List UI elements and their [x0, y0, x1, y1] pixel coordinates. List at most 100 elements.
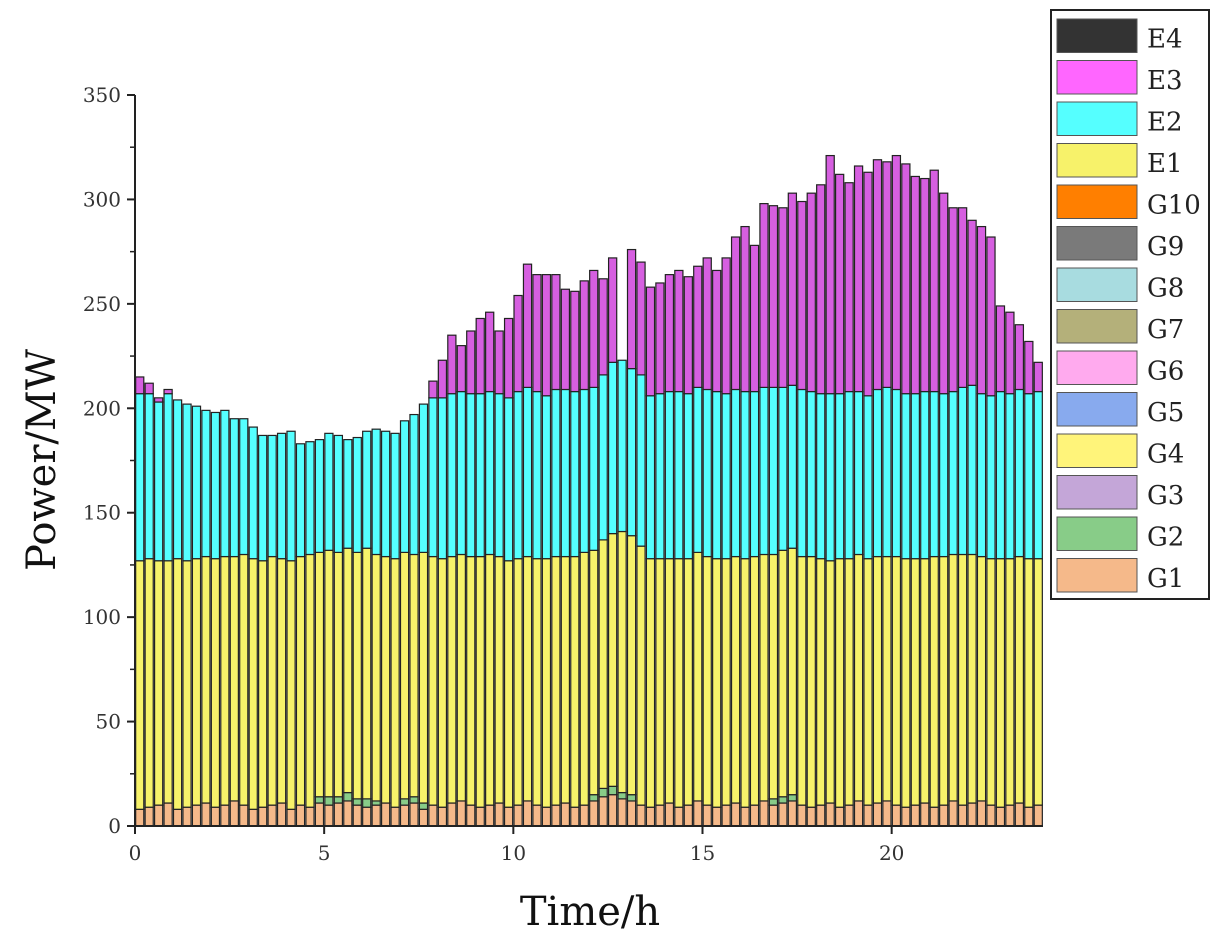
bar-e3	[522, 263, 533, 389]
bar-e2	[683, 393, 693, 560]
bar-e2	[872, 388, 883, 558]
bar-g1	[163, 802, 173, 827]
bar-e2	[437, 397, 448, 560]
bar-e3	[891, 154, 902, 391]
legend-swatch-e3	[1056, 60, 1138, 95]
bar-e2	[201, 409, 211, 558]
bar-g4	[333, 551, 344, 798]
legend-label-e1: E1	[1147, 149, 1183, 179]
bar-g4	[939, 555, 949, 806]
bar-e2	[418, 403, 429, 553]
bar-e2	[428, 397, 438, 558]
legend-label-g5: G5	[1147, 398, 1184, 428]
bar-g4	[314, 551, 325, 798]
bar-g1	[258, 806, 268, 827]
bar-e2	[607, 361, 618, 535]
bar-g4	[957, 553, 968, 806]
bar-e2	[626, 368, 637, 537]
legend-label-e3: E3	[1147, 66, 1183, 96]
bar-g4	[740, 558, 750, 808]
bar-e2	[863, 395, 873, 560]
bar-g1	[636, 804, 646, 827]
bar-g4	[759, 553, 769, 802]
bar-e2	[986, 395, 996, 560]
bar-g1	[362, 806, 372, 827]
bar-e3	[693, 265, 703, 389]
bar-g1	[806, 806, 816, 827]
bar-e2	[560, 388, 571, 558]
bar-g4	[437, 558, 448, 808]
legend-swatch-g10	[1056, 184, 1138, 219]
bar-g4	[229, 555, 239, 802]
bar-g1	[891, 804, 902, 827]
bar-e3	[636, 261, 646, 376]
bar-e3	[135, 376, 145, 395]
legend-label-g3: G3	[1147, 481, 1184, 511]
bar-e2	[787, 384, 798, 549]
bar-g1	[607, 794, 618, 827]
bar-g4	[456, 553, 466, 802]
bar-g4	[712, 558, 722, 808]
bar-g4	[626, 535, 637, 796]
legend-swatch-g5	[1056, 392, 1138, 427]
bar-g1	[740, 806, 750, 827]
bar-e2	[759, 386, 769, 556]
bar-g2	[787, 794, 798, 802]
bar-e3	[428, 380, 438, 399]
bar-e3	[437, 359, 448, 399]
bar-e3	[570, 290, 580, 393]
bar-g4	[853, 553, 864, 802]
bar-e2	[324, 432, 334, 551]
bar-g4	[220, 555, 230, 806]
bar-e2	[645, 395, 656, 560]
bar-g4	[674, 558, 684, 808]
bar-e3	[730, 236, 741, 391]
bar-g2	[333, 796, 344, 804]
bar-e3	[901, 163, 911, 395]
bar-g4	[399, 551, 410, 800]
bar-e3	[579, 280, 589, 391]
bar-g1	[617, 798, 627, 827]
bar-g1	[248, 808, 258, 827]
bar-e2	[220, 409, 230, 558]
bar-g4	[172, 558, 183, 810]
bar-e2	[475, 393, 485, 558]
bar-e2	[598, 374, 608, 541]
bar-g1	[135, 808, 145, 827]
bar-g2	[768, 798, 779, 806]
bar-e2	[163, 393, 173, 562]
bar-g1	[447, 802, 457, 827]
bar-e2	[276, 432, 287, 560]
bar-e3	[560, 288, 571, 391]
legend-label-g4: G4	[1147, 440, 1184, 470]
bar-e2	[939, 393, 949, 558]
bar-e3	[740, 225, 750, 393]
bar-g4	[267, 555, 277, 806]
legend-swatch-g1	[1056, 558, 1138, 593]
bar-e2	[721, 393, 731, 560]
bar-g4	[286, 560, 296, 810]
bar-e2	[305, 441, 315, 556]
y-tick-label: 100	[83, 605, 121, 629]
bar-e2	[693, 386, 703, 553]
bar-e2	[503, 397, 514, 562]
bar-g4	[787, 547, 798, 796]
bar-g4	[522, 555, 533, 802]
bar-g4	[1014, 555, 1025, 804]
bar-g4	[967, 553, 977, 804]
bar-e2	[210, 411, 221, 560]
bar-e3	[844, 182, 854, 393]
bar-g2	[617, 791, 627, 800]
bar-e3	[910, 175, 920, 395]
bar-g1	[1024, 806, 1034, 827]
bar-g2	[324, 796, 334, 806]
bar-e2	[314, 439, 325, 553]
bar-e3	[721, 257, 731, 395]
bar-g1	[844, 804, 854, 827]
bar-g4	[702, 555, 712, 806]
bar-g1	[295, 804, 306, 827]
bar-g1	[503, 806, 514, 827]
bar-e2	[295, 443, 306, 558]
bar-e2	[352, 436, 362, 554]
